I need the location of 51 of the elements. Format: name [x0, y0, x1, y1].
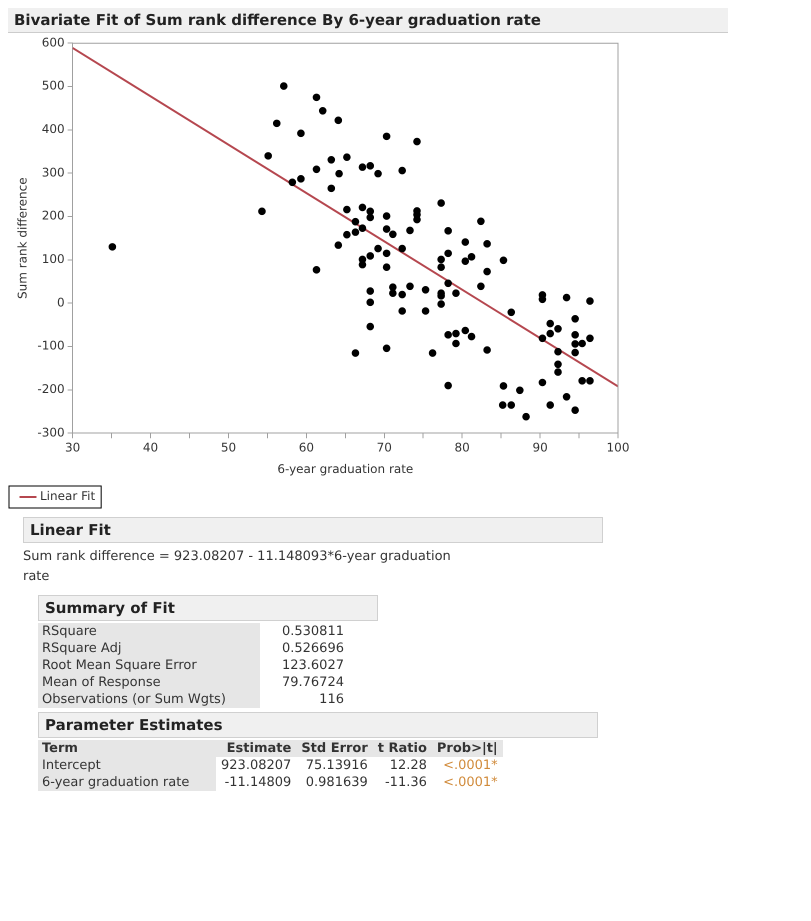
y-tick-label: 200 — [42, 208, 65, 223]
text: -11.36 — [384, 775, 427, 790]
text: 923.08207 — [221, 758, 292, 773]
row-heading-cell: 6-year graduation rate — [38, 774, 216, 791]
category-label: Prob>|t| — [436, 740, 499, 757]
row-heading-cell: Observations (or Sum Wgts) — [38, 691, 260, 708]
text: 116 — [319, 692, 344, 707]
x-tick-label: 90 — [532, 440, 548, 455]
text: Term — [42, 741, 78, 756]
text: Sum rank difference = 923.08207 - 11.148093*6-year graduation rate — [23, 548, 452, 586]
x-tick-label: 50 — [220, 440, 236, 455]
text: Parameter Estimates — [38, 712, 598, 738]
row-heading-cell: Mean of Response — [38, 674, 260, 691]
y-tick-label: 100 — [42, 252, 65, 266]
x-tick-label: 80 — [454, 440, 470, 455]
x-tick-label: 40 — [142, 440, 158, 455]
x-axis-title: 6-year graduation rate — [277, 462, 414, 476]
text: Linear Fit — [23, 517, 603, 543]
row-heading-cell: RSquare — [38, 623, 260, 640]
text: <.0001* — [443, 775, 498, 790]
y-tick-label: 600 — [42, 35, 65, 50]
x-tick-label: 60 — [298, 440, 314, 455]
text: Summary of Fit — [38, 595, 378, 621]
y-tick-label: -200 — [37, 382, 65, 396]
row-heading-cell: RSquare Adj — [38, 640, 260, 657]
x-tick-label: 70 — [376, 440, 392, 455]
y-tick-label: 500 — [42, 78, 65, 93]
text: <.0001* — [443, 758, 498, 773]
y-axis-title: Sum rank difference — [15, 177, 30, 300]
text: 123.6027 — [282, 658, 344, 673]
text: 75.13916 — [306, 758, 368, 773]
category-label: t Ratio — [376, 740, 428, 757]
text: 0.530811 — [282, 624, 344, 639]
text: 12.28 — [390, 758, 427, 773]
text: 79.76724 — [282, 675, 344, 690]
category-label: Std Error — [300, 740, 369, 757]
category-label: Estimate — [226, 740, 292, 757]
y-tick-label: -300 — [37, 425, 65, 440]
legend-label: Linear Fit — [40, 489, 96, 504]
x-tick-label: 100 — [606, 440, 630, 455]
row-heading-cell: Intercept — [38, 757, 216, 774]
y-tick-label: 400 — [42, 122, 65, 136]
y-tick-label: -100 — [37, 338, 65, 353]
chart-title: Bivariate Fit of Sum rank difference By 6-year graduation rate — [8, 8, 728, 33]
text: -11.14809 — [224, 775, 292, 790]
y-tick-label: 300 — [42, 165, 65, 180]
x-tick-label: 30 — [64, 440, 80, 455]
y-tick-label: 0 — [56, 295, 65, 310]
text: 0.981639 — [306, 775, 368, 790]
row-heading-cell: Root Mean Square Error — [38, 657, 260, 674]
text: 0.526696 — [282, 641, 344, 656]
